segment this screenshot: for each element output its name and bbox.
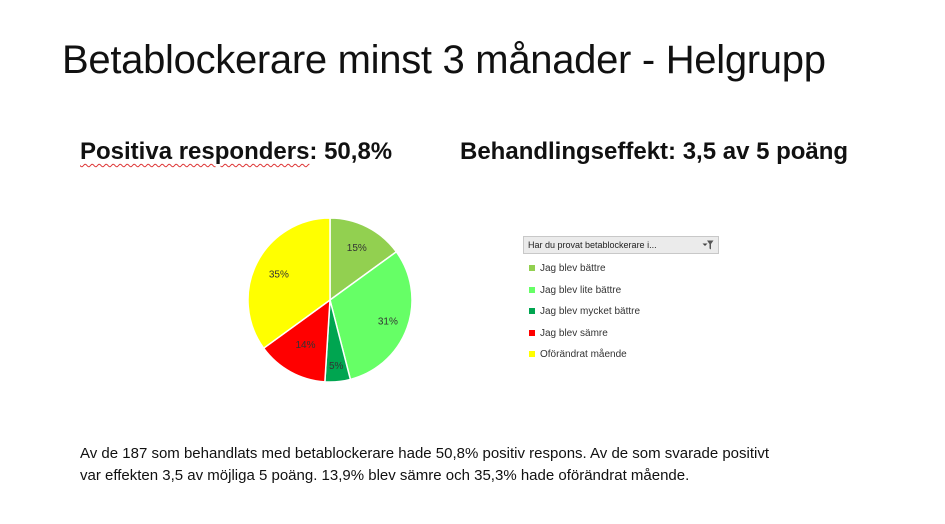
legend-filter-panel: Har du provat betablockerare i... Jag bl… xyxy=(523,236,719,366)
treatment-effect-stat: Behandlingseffekt: 3,5 av 5 poäng xyxy=(460,138,849,165)
legend-label: Jag blev mycket bättre xyxy=(540,306,641,317)
filter-dropdown-icon[interactable] xyxy=(702,239,714,251)
legend-item-5[interactable]: Oförändrat mående xyxy=(523,344,719,366)
legend-item-1[interactable]: Jag blev bättre xyxy=(523,258,719,280)
pie-data-label-4: 14% xyxy=(295,340,315,351)
pie-slice-4 xyxy=(262,298,331,383)
slide-caption: Av de 187 som behandlats med betablocker… xyxy=(80,443,880,487)
legend-swatch xyxy=(529,286,535,293)
legend-label: Jag blev sämre xyxy=(540,327,608,339)
pie-chart: 15% 31% 5% 14% 35% xyxy=(247,217,413,383)
chart-legend: Jag blev bättre Jag blev lite bättre Jag b… xyxy=(523,258,719,366)
legend-item-2[interactable]: Jag blev lite bättre xyxy=(523,280,719,302)
pie-data-label-2: 31% xyxy=(378,316,398,327)
legend-label: Jag blev lite bättre xyxy=(540,284,622,296)
legend-label: Oförändrat mående xyxy=(540,349,627,360)
pie-slice-5 xyxy=(247,217,331,350)
legend-swatch xyxy=(529,308,535,315)
legend-swatch xyxy=(529,265,535,272)
positive-responders-label: Positiva responders xyxy=(80,138,310,165)
legend-swatch xyxy=(529,351,535,358)
slide-title: Betablockerare minst 3 månader - Helgrup… xyxy=(62,38,826,82)
pie-data-label-3: 5% xyxy=(329,361,344,372)
legend-swatch xyxy=(529,329,535,336)
legend-item-4[interactable]: Jag blev sämre xyxy=(523,323,719,345)
positive-responders-stat: Positiva responders: 50,8% xyxy=(80,138,392,166)
legend-item-3[interactable]: Jag blev mycket bättre xyxy=(523,301,719,323)
pie-data-label-5: 35% xyxy=(269,269,289,280)
caption-line-2: var effekten 3,5 av möjliga 5 poäng. 13,… xyxy=(80,467,690,484)
filter-header-label: Har du provat betablockerare i... xyxy=(528,240,657,250)
pie-slice-2 xyxy=(329,250,413,381)
legend-label: Jag blev bättre xyxy=(540,263,606,274)
positive-responders-value: : 50,8% xyxy=(309,138,393,165)
filter-header[interactable]: Har du provat betablockerare i... xyxy=(523,236,719,254)
pie-slice-1 xyxy=(329,217,398,302)
caption-line-1: Av de 187 som behandlats med betablocker… xyxy=(80,445,770,462)
pie-data-label-1: 15% xyxy=(347,243,367,254)
